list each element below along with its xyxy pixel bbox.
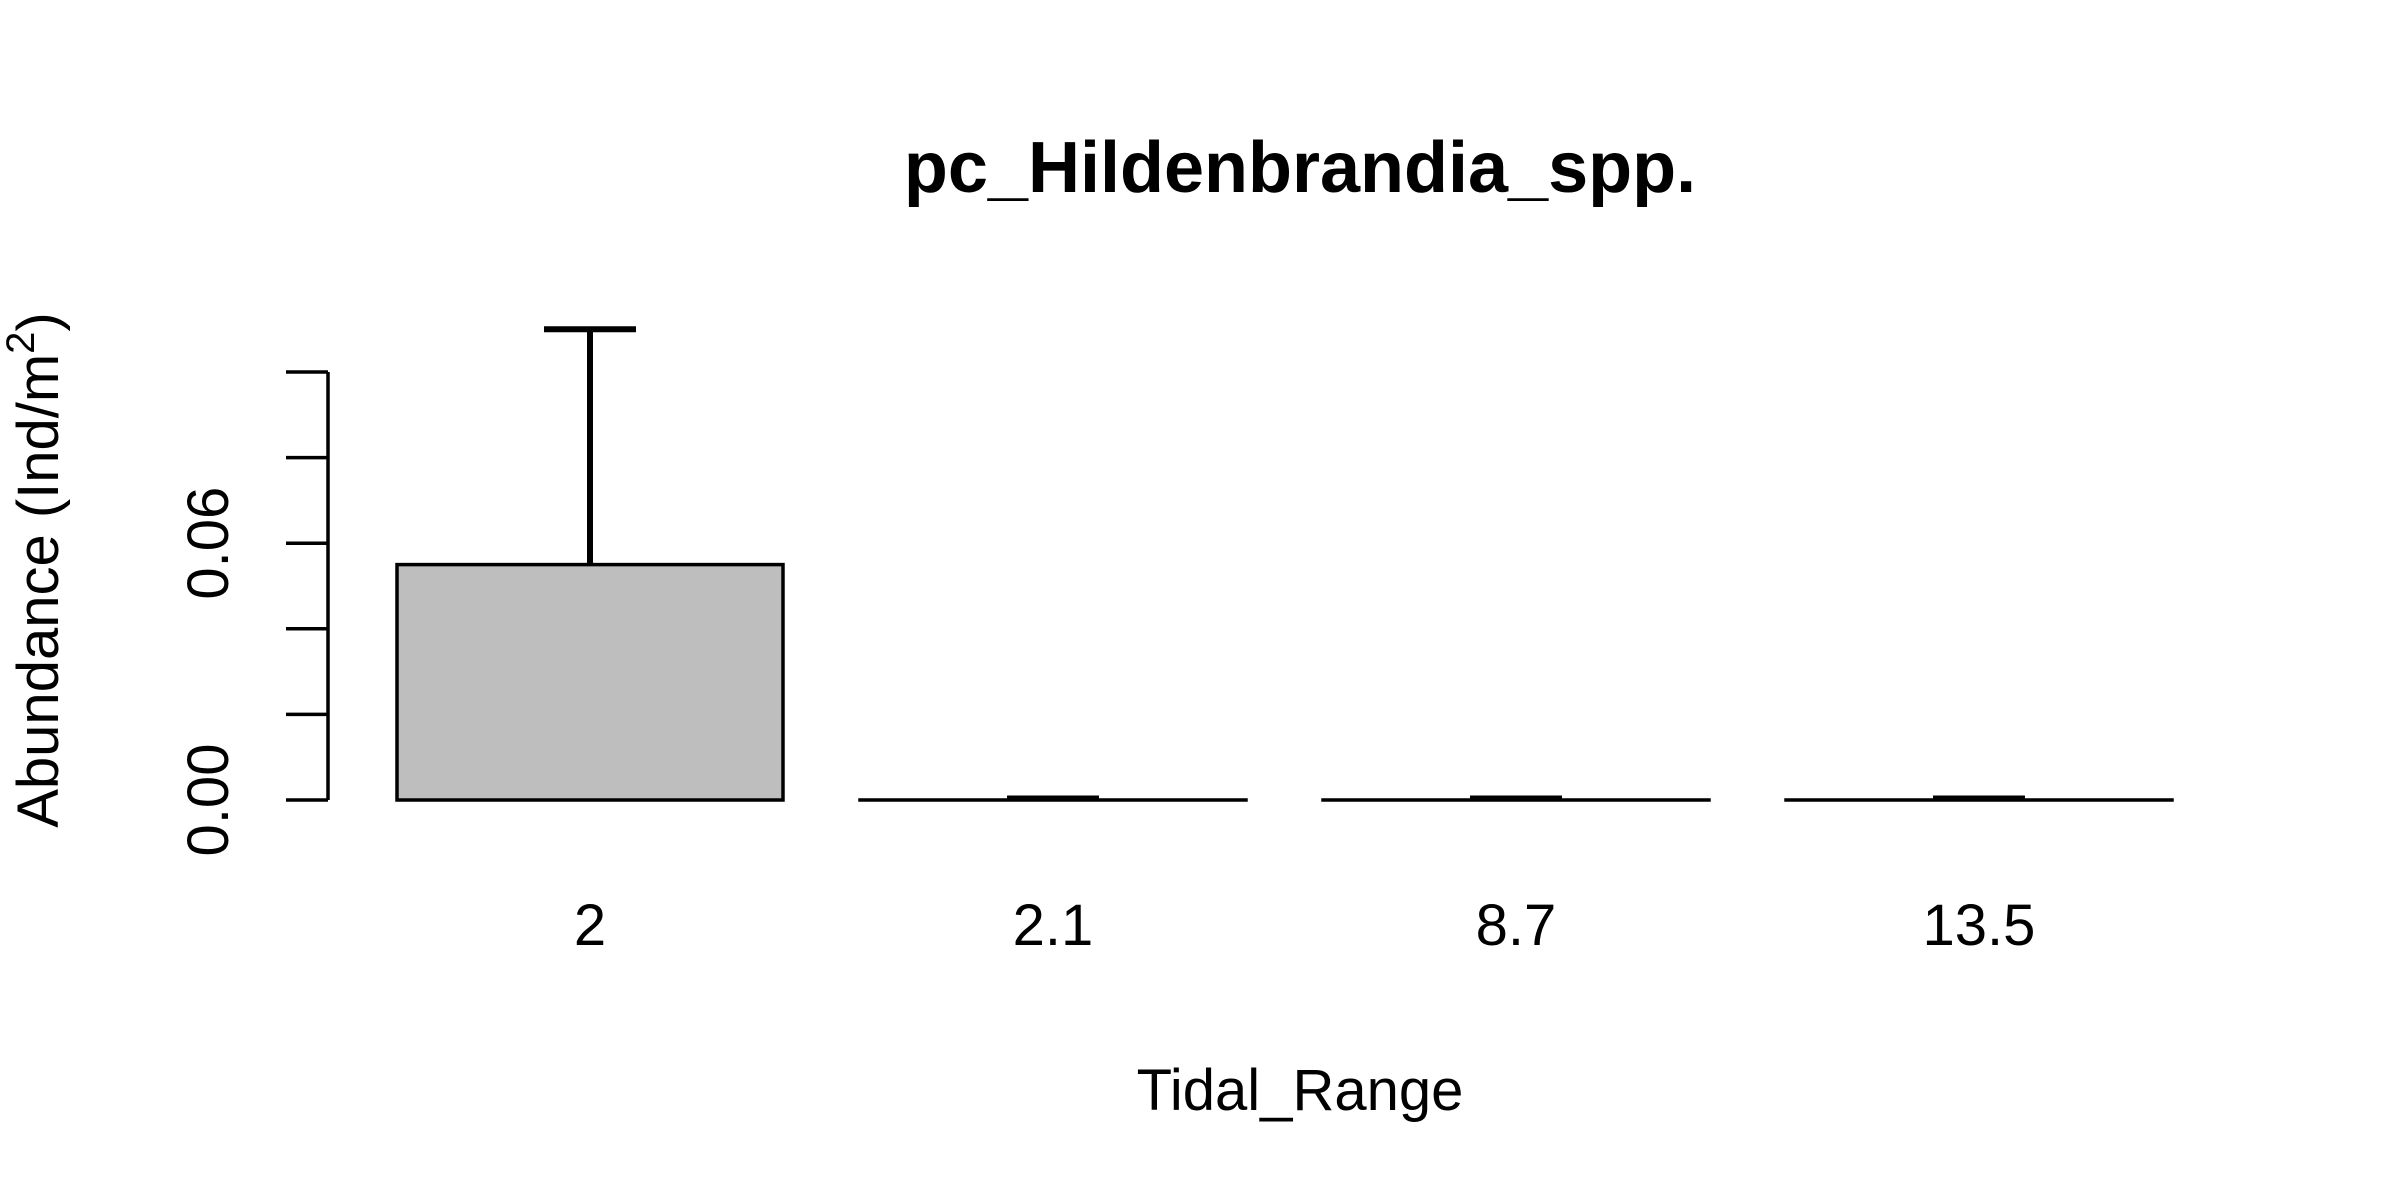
- bar: [395, 562, 785, 802]
- y-axis-label-text: Abundance (Ind/m: [6, 354, 71, 828]
- y-tick-label: 0.00: [176, 744, 241, 857]
- x-tick-labels: 2 2.1 8.7 13.5: [574, 893, 2036, 958]
- chart-title: pc_Hildenbrandia_spp.: [904, 128, 1696, 208]
- x-tick-label: 2.1: [1013, 893, 1094, 958]
- y-axis: 0.00 0.06: [176, 370, 330, 857]
- x-tick-label: 2: [574, 893, 606, 958]
- x-tick-label: 13.5: [1923, 893, 2036, 958]
- error-bars: [544, 326, 2025, 802]
- bar-series: [395, 562, 2174, 802]
- y-axis-label-superscript: 2: [0, 332, 43, 354]
- y-axis-label: Abundance (Ind/m2): [0, 312, 71, 828]
- y-axis-label-suffix: ): [6, 312, 71, 331]
- x-axis-label: Tidal_Range: [1137, 1058, 1464, 1123]
- x-tick-label: 8.7: [1476, 893, 1557, 958]
- y-tick-label: 0.06: [176, 487, 241, 600]
